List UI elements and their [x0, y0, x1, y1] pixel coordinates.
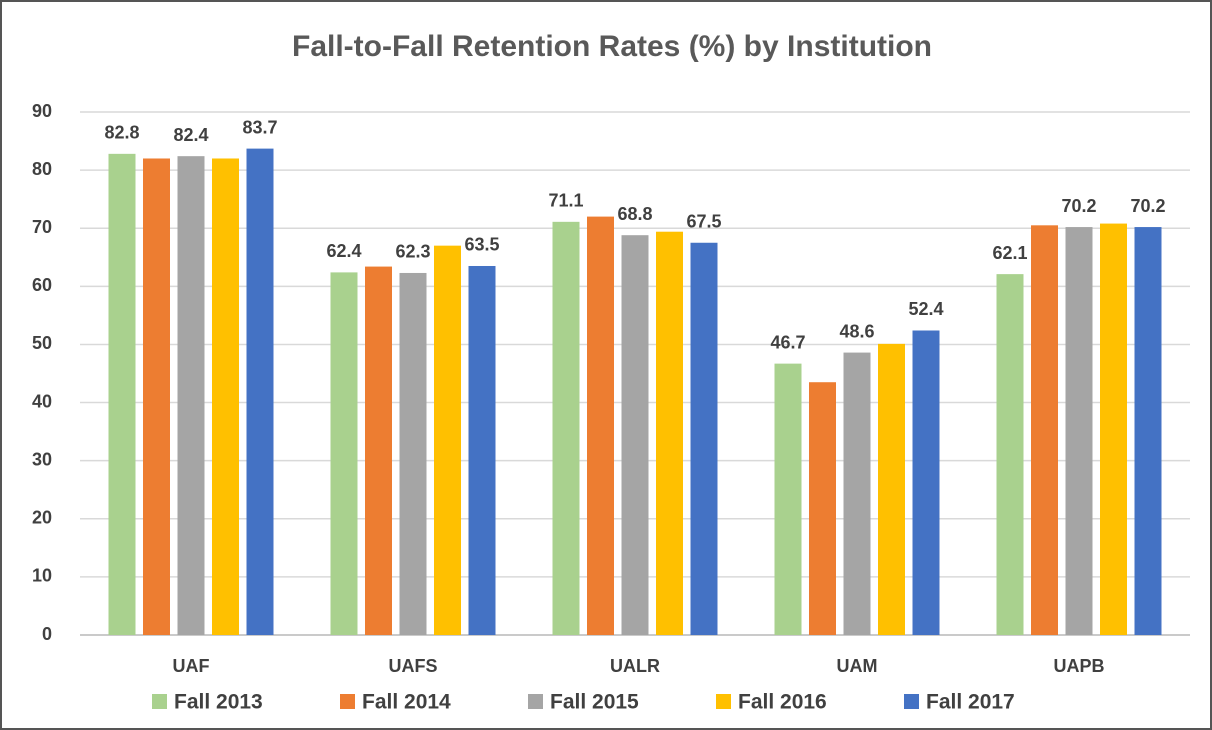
x-tick-label: UAPB — [1053, 656, 1104, 676]
legend-swatch — [528, 694, 543, 709]
bar — [1134, 227, 1162, 635]
data-label: 70.2 — [1061, 196, 1096, 216]
y-tick-label: 10 — [32, 566, 52, 586]
bar — [809, 382, 836, 635]
legend-swatch — [716, 694, 731, 709]
data-label: 52.4 — [908, 299, 943, 319]
bar — [246, 148, 274, 636]
data-label: 83.7 — [242, 117, 277, 137]
bar — [212, 158, 239, 635]
y-tick-label: 20 — [32, 508, 52, 528]
legend-label: Fall 2014 — [362, 691, 451, 714]
bar — [399, 272, 427, 635]
y-tick-label: 60 — [32, 275, 52, 295]
y-tick-label: 70 — [32, 217, 52, 237]
data-label: 62.4 — [326, 241, 361, 261]
bar — [690, 242, 718, 635]
data-label: 82.4 — [173, 125, 208, 145]
bar — [468, 265, 496, 635]
x-tick-label: UAF — [173, 656, 210, 676]
bar — [912, 330, 940, 635]
bar — [552, 221, 580, 635]
y-tick-label: 50 — [32, 333, 52, 353]
data-label: 48.6 — [839, 321, 874, 341]
bar — [621, 235, 649, 635]
data-label: 70.2 — [1130, 196, 1165, 216]
data-label: 63.5 — [464, 235, 499, 255]
legend-label: Fall 2017 — [926, 691, 1015, 714]
bar — [108, 153, 136, 635]
bar — [656, 231, 683, 635]
data-label: 68.8 — [617, 204, 652, 224]
y-tick-label: 90 — [32, 101, 52, 121]
bar — [143, 158, 170, 635]
bar — [996, 274, 1024, 635]
bar — [1065, 227, 1093, 635]
bar — [774, 363, 802, 635]
bar — [1100, 223, 1127, 635]
bar — [365, 266, 392, 635]
y-tick-label: 80 — [32, 159, 52, 179]
bar — [878, 343, 905, 635]
y-tick-label: 40 — [32, 391, 52, 411]
data-label: 62.1 — [992, 243, 1027, 263]
bar — [330, 272, 358, 635]
legend-label: Fall 2013 — [174, 691, 263, 714]
bar — [177, 156, 205, 636]
x-tick-label: UAFS — [389, 656, 438, 676]
x-tick-label: UALR — [610, 656, 660, 676]
data-label: 82.8 — [104, 123, 139, 143]
data-label: 71.1 — [548, 191, 583, 211]
bar — [434, 245, 461, 635]
legend-label: Fall 2016 — [738, 691, 827, 714]
data-label: 67.5 — [686, 212, 721, 232]
data-label: 62.3 — [395, 242, 430, 262]
x-tick-label: UAM — [837, 656, 878, 676]
bar — [587, 216, 614, 635]
legend-label: Fall 2015 — [550, 691, 639, 714]
legend-swatch — [152, 694, 167, 709]
data-label: 46.7 — [770, 332, 805, 352]
legend-swatch — [904, 694, 919, 709]
bar — [1031, 225, 1058, 636]
chart-title: Fall-to-Fall Retention Rates (%) by Inst… — [292, 30, 932, 63]
legend-swatch — [340, 694, 355, 709]
y-tick-label: 0 — [42, 624, 52, 644]
bar — [843, 352, 871, 635]
y-tick-label: 30 — [32, 449, 52, 469]
